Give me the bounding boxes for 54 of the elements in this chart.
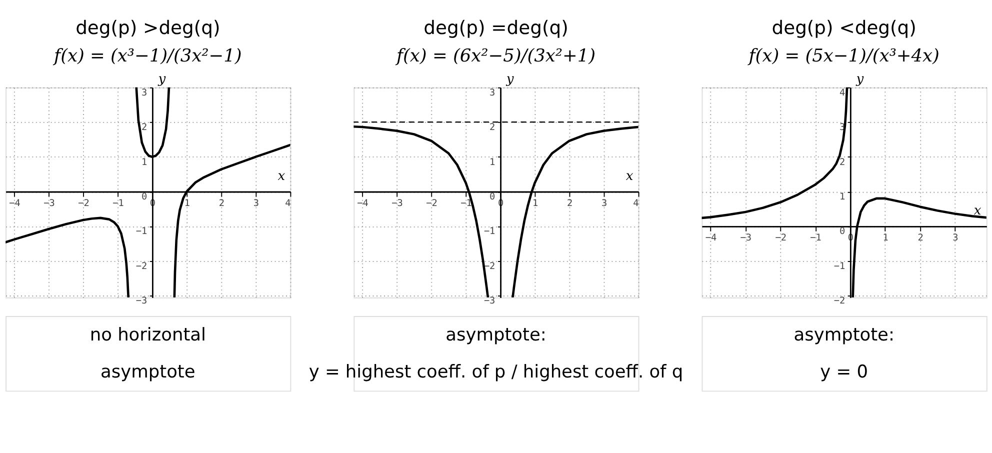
x-tick-label: 1 [532, 198, 538, 209]
y-tick-label: −2 [834, 296, 846, 307]
y-tick-label: 2 [839, 156, 846, 168]
x-tick-label: 3 [952, 232, 958, 244]
text: y = 0 [820, 362, 868, 383]
y-tick-label: 2 [141, 122, 148, 134]
y-tick-label: 3 [141, 87, 148, 98]
x-tick-label: 4 [633, 198, 640, 209]
x-tick-label: −2 [426, 198, 438, 209]
chart-subtitle: f(x) = (x³−1)/(3x²−1) [52, 46, 242, 66]
x-tick-label: 3 [253, 198, 260, 209]
x-tick-label: 2 [918, 232, 924, 244]
x-tick-label: −4 [705, 232, 717, 244]
x-tick-label: −1 [810, 232, 822, 244]
text: asymptote: [794, 325, 894, 346]
y-tick-label: 2 [490, 122, 496, 134]
chart-title: deg(p) <deg(q) [772, 18, 916, 40]
x-tick-label: −2 [775, 232, 786, 244]
chart-title: deg(p) =deg(q) [424, 18, 568, 40]
y-axis-title: y [505, 72, 514, 88]
text: y = highest coeff. of p / highest coeff. of q [308, 362, 684, 383]
x-axis-title: x [974, 204, 982, 219]
x-tick-label: −1 [112, 198, 124, 209]
y-tick-label: 3 [490, 87, 496, 98]
x-tick-label: 2 [218, 198, 225, 209]
y-tick-label: 1 [141, 156, 148, 168]
x-axis-title: x [626, 168, 634, 184]
text: asymptote: [446, 325, 546, 346]
x-tick-label: −3 [740, 232, 752, 244]
x-tick-label: −3 [44, 198, 55, 209]
y-tick-label: −3 [136, 296, 148, 307]
y-tick-label: 1 [490, 156, 496, 168]
x-tick-label: 4 [285, 198, 292, 209]
y-tick-label: −2 [136, 260, 148, 272]
x-tick-label: −4 [9, 198, 21, 209]
y-tick-label: −3 [484, 296, 496, 307]
x-tick-label: −3 [392, 198, 403, 209]
x-tick-label: −4 [357, 198, 369, 209]
y-axis-title: y [157, 72, 166, 88]
x-tick-label: −2 [78, 198, 90, 209]
x-tick-label: 1 [184, 198, 190, 209]
x-axis-title: x [278, 168, 286, 184]
text: no horizontal [90, 325, 206, 346]
y-tick-label: −1 [834, 260, 846, 272]
x-tick-label: 2 [566, 198, 573, 209]
chart-subtitle: f(x) = (6x²−5)/(3x²+1) [394, 46, 596, 66]
text: asymptote [100, 362, 196, 383]
x-tick-label: 3 [601, 198, 608, 209]
chart-title: deg(p) >deg(q) [76, 18, 220, 40]
y-axis-title: y [855, 72, 864, 88]
x-tick-label: −1 [460, 198, 472, 209]
y-tick-label: 4 [839, 87, 846, 98]
chart-subtitle: f(x) = (5x−1)/(x³+4x) [746, 46, 940, 66]
x-tick-label: 1 [882, 232, 888, 244]
